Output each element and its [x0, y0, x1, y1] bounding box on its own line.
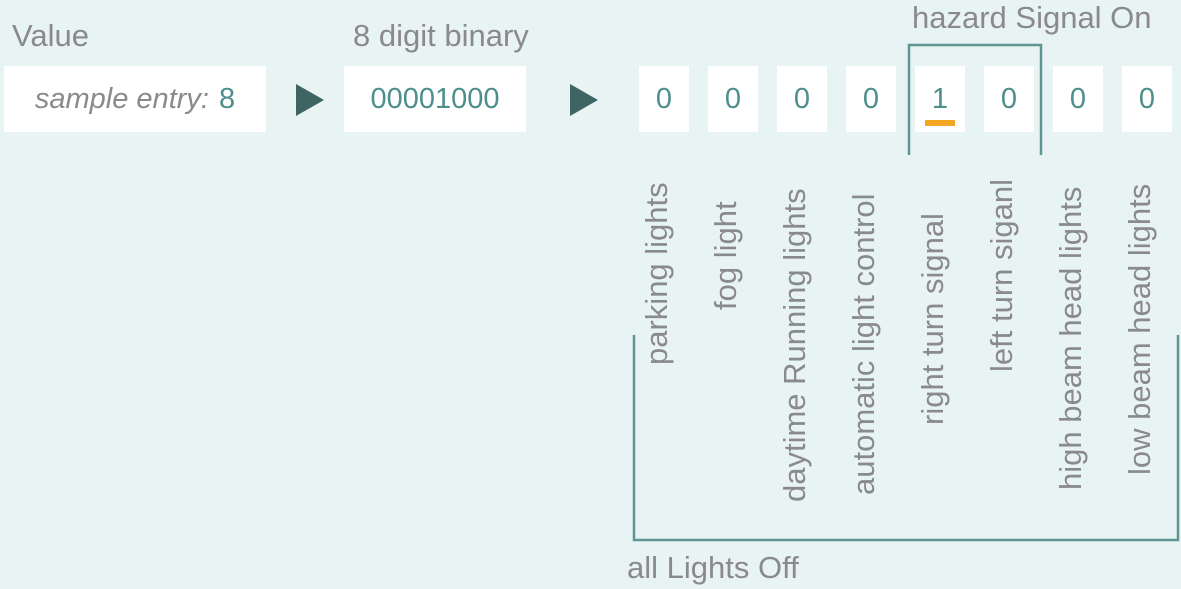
- bit-box: 0: [1053, 66, 1103, 132]
- bit-label: left turn siganl: [984, 179, 1019, 372]
- sample-entry-box: sample entry: 8: [4, 66, 266, 132]
- hazard-heading: hazard Signal On: [912, 0, 1152, 35]
- bit-box: 0: [1122, 66, 1172, 132]
- highlight-underline: [925, 120, 955, 126]
- bit-label: fog light: [708, 201, 743, 310]
- sample-entry-label: sample entry:: [34, 82, 209, 115]
- arrow-right-icon: [570, 84, 598, 116]
- hazard-bracket: [907, 43, 1043, 155]
- bit-label: parking lights: [639, 182, 674, 365]
- bit-label-column: fog light: [708, 150, 758, 310]
- bit-label-column: automatic light control: [846, 150, 896, 495]
- sample-entry-value: 8: [218, 82, 236, 115]
- value-heading: Value: [12, 18, 89, 53]
- binary-value-box: 00001000: [344, 66, 526, 132]
- bit-box: 0: [708, 66, 758, 132]
- bit-label: high beam head lights: [1053, 186, 1088, 490]
- bit-label-column: daytime Running lights: [777, 150, 827, 502]
- bit-label-column: left turn siganl: [984, 150, 1034, 372]
- binary-value: 00001000: [370, 82, 500, 115]
- all-off-bracket: [632, 335, 1180, 542]
- bit-label: right turn signal: [915, 213, 950, 425]
- bit-box: 0: [984, 66, 1034, 132]
- binary-heading: 8 digit binary: [353, 18, 529, 53]
- bit-box: 0: [846, 66, 896, 132]
- bit-label-wrap: right turn signal: [915, 213, 951, 425]
- bit-label: daytime Running lights: [777, 188, 812, 502]
- bit-label-column-highlighted: right turn signal: [915, 150, 965, 425]
- bit-box: 0: [639, 66, 689, 132]
- bit-label-column: low beam head lights: [1122, 150, 1172, 475]
- bit-box: 0: [777, 66, 827, 132]
- bit-label-column: parking lights: [639, 150, 689, 365]
- bit-label-column: high beam head lights: [1053, 150, 1103, 490]
- bit-label: automatic light control: [846, 193, 881, 495]
- all-off-heading: all Lights Off: [627, 550, 799, 585]
- bit-label: low beam head lights: [1122, 183, 1157, 475]
- arrow-right-icon: [296, 84, 324, 116]
